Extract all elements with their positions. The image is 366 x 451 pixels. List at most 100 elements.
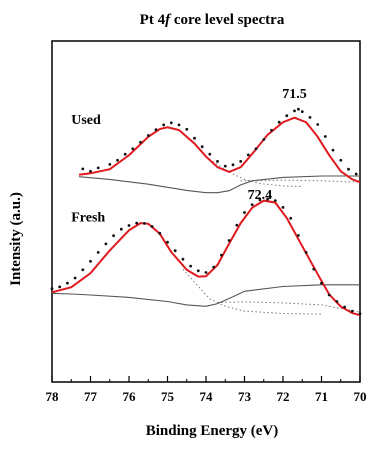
fresh-data-point-22 [220,254,223,257]
used-data-point-34 [339,159,342,162]
used-data-point-25 [278,121,281,124]
fresh-data-point-6 [97,251,100,254]
used-data-point-33 [332,149,335,152]
fresh-data-point-0 [51,287,54,290]
panel-used [79,108,360,193]
fresh-data-point-25 [243,211,246,214]
used-data-point-32 [324,135,327,138]
used-data-point-23 [262,138,265,141]
used-data-point-15 [201,145,204,148]
fresh-data-point-31 [289,217,292,220]
x-axis-ticks: 78 77 76 75 74 73 72 71 70 [46,376,366,404]
x-tick-label-5: 73 [238,389,252,404]
fresh-data-point-34 [312,268,315,271]
used-series-label: Used [71,113,101,128]
fresh-data-point-1 [58,286,61,289]
used-data-point-14 [193,137,196,140]
x-tick-label-3: 75 [161,389,175,404]
fresh-data-point-20 [205,271,208,274]
fresh-data-point-23 [228,239,231,242]
used-data-point-17 [216,160,219,163]
fresh-data-point-32 [297,234,300,237]
used-data-point-35 [347,168,350,171]
used-data-point-9 [155,128,158,131]
fresh-data-point-21 [212,266,215,269]
x-axis-label: Binding Energy (eV) [146,423,279,439]
fresh-data-point-35 [320,282,323,285]
used-data-point-36 [355,173,358,176]
x-tick-label-4: 74 [200,389,214,404]
used-data-point-2 [97,167,100,170]
fresh-data-point-11 [135,222,138,225]
annotation-layer: Used 71.5 Fresh 72.4 [71,87,307,226]
used-data-point-10 [162,124,165,127]
fresh-data-point-17 [182,258,185,261]
x-tick-label-6: 72 [277,389,290,404]
fresh-data-point-7 [105,243,108,246]
used-data-point-16 [208,153,211,156]
used-data-point-26 [285,114,288,117]
used-data-point-8 [147,134,150,137]
fresh-data-point-14 [158,232,161,235]
fresh-data-point-18 [189,265,192,268]
fresh-series-label: Fresh [71,211,105,226]
fresh-data-point-33 [305,251,308,254]
used-data-point-4 [116,159,119,162]
used-data-point-7 [139,141,142,144]
used-component-0 [206,157,302,187]
fresh-data-point-39 [351,310,354,313]
fresh-data-point-9 [120,228,123,231]
used-data-point-31 [316,123,319,126]
used-data-point-20 [239,160,242,163]
fresh-data-point-16 [174,249,177,252]
fresh-data-point-15 [166,241,169,244]
used-data-point-3 [108,163,111,166]
used-data-point-27 [293,110,296,113]
fresh-data-point-26 [251,203,254,206]
used-data-point-12 [178,124,181,127]
used-data-point-24 [270,129,273,132]
used-data-point-0 [81,168,84,171]
used-data-point-13 [185,128,188,131]
fresh-data-point-29 [274,199,277,202]
fresh-data-point-24 [235,224,238,227]
fresh-data-point-3 [74,277,77,280]
fresh-data-point-38 [343,306,346,309]
used-data-point-5 [124,153,127,156]
used-data-point-28 [297,108,300,111]
x-tick-label-2: 76 [123,389,137,404]
fresh-background-line [52,285,360,307]
fresh-data-point-10 [128,224,131,227]
used-data-point-21 [247,154,250,157]
used-data-point-29 [301,110,304,113]
used-data-point-30 [309,116,312,119]
fresh-data-point-4 [81,268,84,271]
fresh-data-point-8 [112,234,115,237]
used-data-point-6 [131,147,134,150]
fresh-data-point-36 [328,294,331,297]
x-tick-label-0: 78 [46,389,60,404]
used-peak-annotation: 71.5 [282,87,307,102]
x-tick-label-7: 71 [315,389,328,404]
used-fit-line [79,118,360,183]
used-data-point-18 [224,165,227,168]
used-data-point-22 [255,147,258,150]
x-tick-label-1: 77 [84,389,98,404]
fresh-data-point-12 [143,222,146,225]
fresh-data-point-13 [151,225,154,228]
fresh-data-point-2 [66,282,69,285]
used-background-line [79,176,360,193]
used-data-point-11 [170,121,173,124]
used-data-point-19 [232,163,235,166]
fresh-peak-annotation: 72.4 [248,188,273,203]
fresh-data-point-37 [336,300,339,303]
chart-title: Pt 4f core level spectra [140,12,285,28]
used-data-point-1 [89,170,92,173]
y-axis-label: Intensity (a.u.) [8,192,24,286]
fresh-data-point-5 [89,260,92,263]
fresh-data-point-19 [197,269,200,272]
x-tick-label-8: 70 [354,389,366,404]
fresh-data-point-30 [282,206,285,209]
